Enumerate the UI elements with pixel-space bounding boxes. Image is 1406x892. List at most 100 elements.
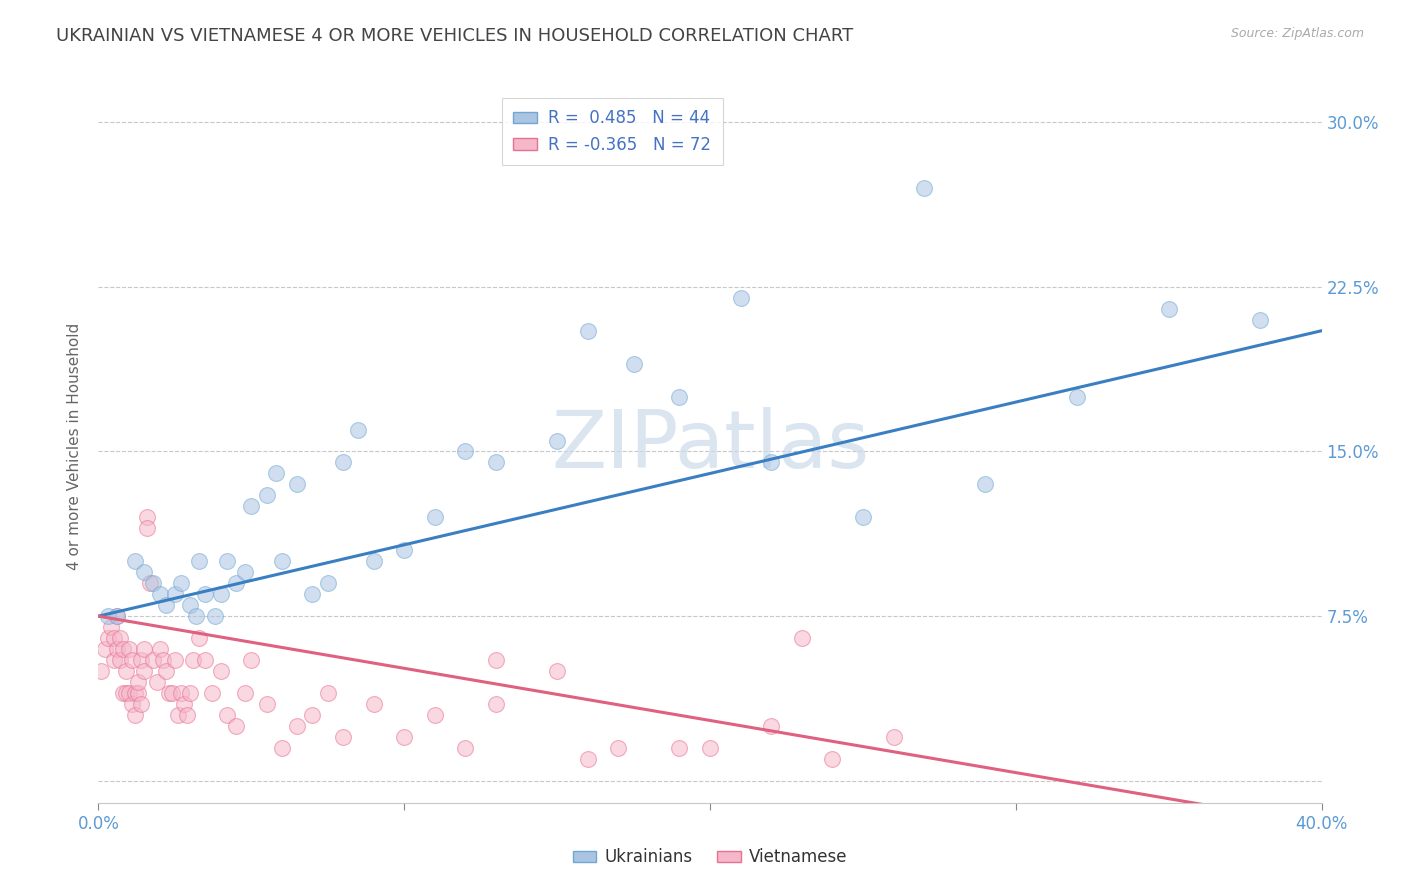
Point	[108, 631, 131, 645]
Point	[215, 708, 238, 723]
Point	[105, 609, 128, 624]
Point	[316, 576, 339, 591]
Legend: Ukrainians, Vietnamese: Ukrainians, Vietnamese	[565, 842, 855, 873]
Point	[730, 291, 752, 305]
Point	[186, 609, 208, 624]
Point	[167, 708, 190, 723]
Point	[118, 642, 141, 657]
Point	[883, 730, 905, 744]
Point	[155, 664, 177, 678]
Point	[233, 566, 256, 580]
Point	[124, 554, 146, 568]
Point	[134, 566, 156, 580]
Point	[204, 609, 226, 624]
Point	[454, 444, 477, 458]
Point	[129, 653, 152, 667]
Point	[974, 477, 997, 491]
Point	[270, 554, 292, 568]
Point	[121, 653, 143, 667]
Point	[1066, 390, 1088, 404]
Point	[215, 554, 238, 568]
Point	[170, 576, 193, 591]
Point	[155, 598, 177, 612]
Point	[285, 477, 308, 491]
Point	[225, 576, 247, 591]
Point	[170, 686, 193, 700]
Point	[115, 686, 138, 700]
Point	[97, 609, 120, 624]
Point	[209, 664, 232, 678]
Point	[1249, 312, 1271, 326]
Point	[163, 653, 186, 667]
Point	[111, 642, 134, 657]
Point	[233, 686, 256, 700]
Point	[108, 653, 131, 667]
Point	[157, 686, 180, 700]
Point	[240, 653, 263, 667]
Point	[105, 642, 128, 657]
Point	[142, 653, 165, 667]
Point	[134, 664, 156, 678]
Point	[332, 730, 354, 744]
Point	[103, 631, 125, 645]
Text: ZIPatlas: ZIPatlas	[551, 407, 869, 485]
Point	[194, 587, 217, 601]
Point	[124, 708, 146, 723]
Point	[93, 642, 115, 657]
Point	[423, 708, 446, 723]
Point	[285, 719, 308, 733]
Point	[145, 675, 167, 690]
Point	[301, 587, 323, 601]
Point	[127, 686, 149, 700]
Point	[668, 740, 690, 755]
Point	[454, 740, 477, 755]
Point	[347, 423, 370, 437]
Point	[139, 576, 162, 591]
Point	[546, 664, 568, 678]
Point	[485, 697, 508, 711]
Point	[118, 686, 141, 700]
Point	[100, 620, 122, 634]
Point	[607, 740, 630, 755]
Point	[103, 653, 125, 667]
Point	[316, 686, 339, 700]
Point	[90, 664, 112, 678]
Point	[136, 521, 159, 535]
Point	[136, 510, 159, 524]
Point	[188, 554, 211, 568]
Point	[332, 455, 354, 469]
Point	[363, 697, 385, 711]
Point	[392, 543, 416, 558]
Point	[821, 752, 844, 766]
Point	[485, 455, 508, 469]
Point	[149, 587, 172, 601]
Point	[163, 587, 186, 601]
Point	[256, 697, 278, 711]
Point	[363, 554, 385, 568]
Point	[790, 631, 813, 645]
Point	[181, 653, 204, 667]
Text: Source: ZipAtlas.com: Source: ZipAtlas.com	[1230, 27, 1364, 40]
Point	[759, 719, 782, 733]
Point	[264, 467, 287, 481]
Point	[173, 697, 195, 711]
Point	[127, 675, 149, 690]
Point	[124, 686, 146, 700]
Point	[105, 609, 128, 624]
Point	[576, 752, 599, 766]
Y-axis label: 4 or more Vehicles in Household: 4 or more Vehicles in Household	[67, 322, 83, 570]
Point	[115, 664, 138, 678]
Point	[188, 631, 211, 645]
Point	[194, 653, 217, 667]
Point	[392, 730, 416, 744]
Point	[912, 181, 935, 195]
Point	[423, 510, 446, 524]
Point	[546, 434, 568, 448]
Point	[111, 686, 134, 700]
Point	[623, 357, 645, 371]
Point	[1157, 301, 1180, 316]
Point	[152, 653, 174, 667]
Point	[121, 697, 143, 711]
Point	[699, 740, 721, 755]
Point	[240, 500, 263, 514]
